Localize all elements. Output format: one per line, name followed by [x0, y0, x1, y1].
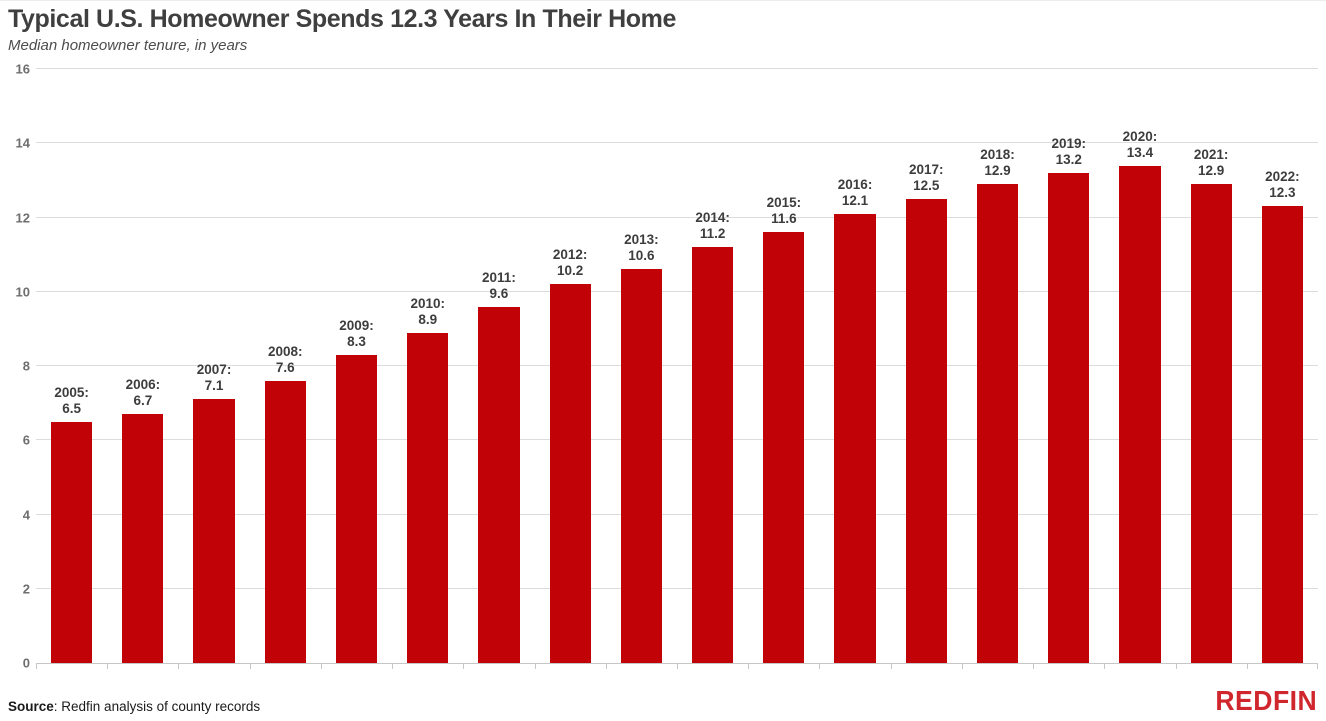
- bar: [335, 354, 378, 663]
- bar-slot: 2007: 7.1: [178, 69, 249, 663]
- gridline: [36, 365, 1318, 366]
- bar-label: 2007: 7.1: [196, 362, 232, 394]
- bar-label: 2010: 8.9: [410, 295, 445, 327]
- y-axis-tick-label: 10: [15, 284, 30, 300]
- bar-slot: 2010: 8.9: [392, 69, 463, 663]
- gridline: [36, 513, 1318, 515]
- gridline: [36, 68, 1318, 69]
- y-axis-tick-label: 2: [22, 581, 30, 597]
- y-axis-tick-label: 0: [22, 655, 30, 671]
- x-axis-tick: [392, 663, 394, 669]
- bar-slot: 2009: 8.3: [321, 69, 392, 663]
- y-axis-tick-label: 8: [22, 358, 30, 374]
- bar-slot: 2018: 12.9: [962, 69, 1033, 663]
- bar-slot: 2015: 11.6: [748, 69, 819, 663]
- y-axis-tick-label: 14: [15, 135, 30, 151]
- bar-label: 2019: 13.2: [1051, 135, 1086, 167]
- x-axis-tick: [1246, 663, 1248, 669]
- bar: [50, 421, 93, 663]
- bar-label: 2014: 11.2: [695, 210, 730, 242]
- bar-label: 2020: 13.4: [1122, 128, 1158, 160]
- y-axis-tick-label: 12: [15, 210, 30, 225]
- bar-slot: 2006: 6.7: [107, 69, 178, 663]
- gridline: [36, 142, 1318, 144]
- bar-label: 2011: 9.6: [482, 269, 516, 301]
- bar-label: 2018: 12.9: [980, 147, 1015, 179]
- bar-slot: 2008: 7.6: [250, 69, 321, 663]
- gridline: [36, 290, 1318, 292]
- bar-label: 2005: 6.5: [54, 384, 89, 416]
- y-axis-tick-label: 4: [22, 507, 30, 522]
- y-axis-tick-label: 16: [15, 61, 30, 77]
- bar-slot: 2021: 12.9: [1176, 69, 1247, 663]
- bar: [407, 332, 449, 663]
- bar: [1190, 184, 1232, 663]
- bar-slot: 2013: 10.6: [606, 69, 677, 663]
- bar-label: 2008: 7.6: [268, 343, 303, 375]
- redfin-logo: REDFIN: [1215, 685, 1317, 716]
- bar-label: 2022: 12.3: [1265, 169, 1300, 201]
- source-label: Source: [8, 699, 54, 714]
- bar-label: 2015: 11.6: [766, 195, 802, 227]
- plot-area: 0 2 4 6 8 10 12 14 16 2005: 6.5 2006: 6.7 2007: 7.1 200…: [16, 63, 1318, 670]
- bar-slot: 2012: 10.2: [535, 69, 606, 663]
- bar-label: 2016: 12.1: [837, 176, 873, 208]
- bar: [264, 380, 306, 663]
- bar-label: 2006: 6.7: [125, 377, 161, 409]
- bar: [478, 306, 520, 663]
- x-axis-tick: [463, 663, 465, 669]
- x-axis-tick: [249, 663, 251, 669]
- y-axis-tick-label: 6: [22, 432, 30, 448]
- bar: [763, 232, 805, 663]
- bar-slot: 2020: 13.4: [1104, 69, 1175, 663]
- x-axis-tick: [1175, 663, 1177, 669]
- x-axis-tick: [178, 663, 180, 669]
- bar-slot: 2017: 12.5: [891, 69, 962, 663]
- x-axis-tick: [961, 663, 963, 669]
- bar: [834, 213, 876, 663]
- x-axis-tick: [1104, 663, 1106, 669]
- gridline: [36, 216, 1318, 218]
- x-axis-tick: [107, 663, 109, 669]
- chart-subtitle: Median homeowner tenure, in years: [8, 37, 248, 54]
- x-axis-tick: [320, 663, 322, 669]
- bar-slot: 2005: 6.5: [36, 69, 107, 663]
- bar: [976, 184, 1019, 663]
- bar-slot: 2022: 12.3: [1247, 69, 1318, 663]
- source-text: : Redfin analysis of county records: [53, 699, 261, 714]
- bar: [122, 414, 164, 663]
- bar: [1119, 165, 1161, 663]
- chart-title: Typical U.S. Homeowner Spends 12.3 Years…: [8, 5, 676, 33]
- x-axis-tick: [748, 663, 750, 669]
- bar: [691, 247, 734, 663]
- bar-label: 2009: 8.3: [339, 317, 374, 349]
- source-note: Source: Redfin analysis of county record…: [8, 699, 260, 714]
- bar: [549, 284, 591, 663]
- x-axis-tick: [1033, 663, 1035, 669]
- x-axis-tick: [819, 663, 821, 669]
- bar-slot: 2016: 12.1: [819, 69, 890, 663]
- bar-slot: 2019: 13.2: [1033, 69, 1104, 663]
- gridline: [36, 587, 1318, 589]
- x-axis-tick: [605, 663, 607, 669]
- bar-label: 2013: 10.6: [624, 232, 659, 264]
- bar-label: 2017: 12.5: [909, 161, 944, 193]
- bar: [193, 399, 235, 663]
- x-axis-tick: [1317, 663, 1318, 669]
- x-axis-tick: [534, 663, 536, 669]
- x-axis-tick: [677, 663, 678, 669]
- bar: [1048, 172, 1090, 663]
- x-axis-tick: [890, 663, 892, 669]
- bar-slot: 2011: 9.6: [463, 69, 534, 663]
- bar-slot: 2014: 11.2: [677, 69, 748, 663]
- x-axis-tick: [36, 663, 37, 669]
- bar-label: 2021: 12.9: [1193, 147, 1229, 179]
- bar-label: 2012: 10.2: [552, 247, 588, 279]
- bar: [620, 269, 663, 663]
- gridline: [36, 439, 1318, 441]
- bar: [1261, 206, 1304, 663]
- bar: [905, 198, 947, 663]
